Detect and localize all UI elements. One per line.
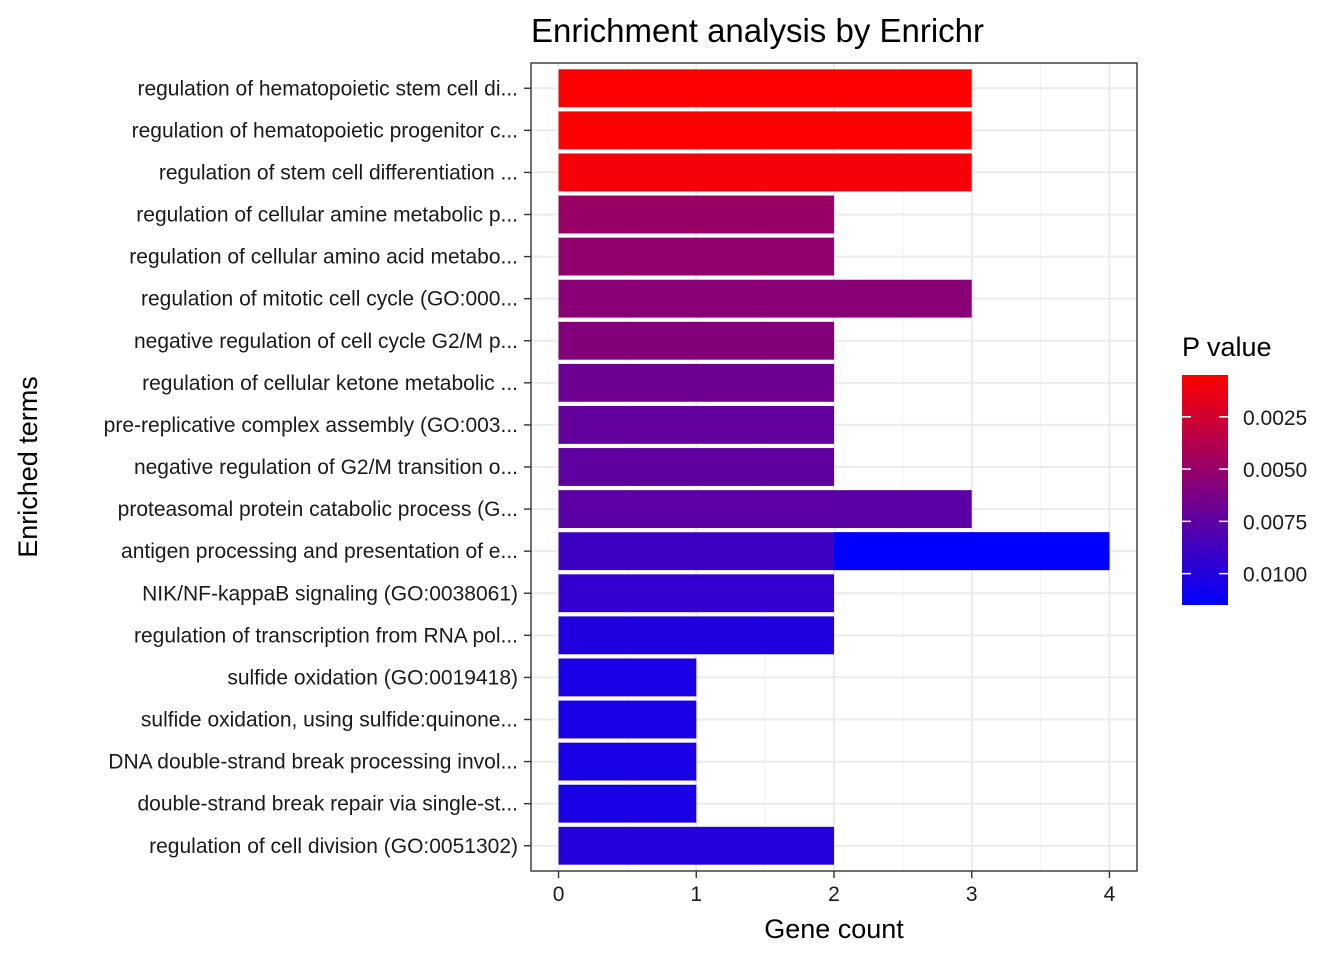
bar <box>558 195 834 234</box>
bars <box>558 69 1110 865</box>
y-tick-label: proteasomal protein catabolic process (G… <box>118 498 518 521</box>
y-tick-label: pre-replicative complex assembly (GO:003… <box>104 414 518 437</box>
bar <box>558 405 834 444</box>
color-legend: P value 0.0025 0.0050 0.0075 0.0100 <box>1182 332 1307 605</box>
y-tick-label: double-strand break repair via single-st… <box>137 793 518 816</box>
y-axis: regulation of hematopoietic stem cell di… <box>104 77 531 858</box>
x-axis-label: Gene count <box>764 914 904 944</box>
y-tick-label: antigen processing and presentation of e… <box>121 540 518 563</box>
bar <box>558 826 834 865</box>
colorbar <box>1182 375 1228 605</box>
x-axis: 0 1 2 3 4 <box>553 871 1116 906</box>
bar <box>558 448 834 486</box>
bar <box>558 111 972 150</box>
bar-segment <box>834 532 1110 571</box>
y-tick-label: DNA double-strand break processing invol… <box>108 751 518 774</box>
y-tick-label: regulation of mitotic cell cycle (GO:000… <box>141 288 518 311</box>
bar <box>558 742 697 781</box>
bar <box>558 153 972 192</box>
y-tick-label: regulation of hematopoietic progenitor c… <box>132 119 518 142</box>
legend-title: P value <box>1182 332 1272 362</box>
y-tick-label: regulation of transcription from RNA pol… <box>134 624 518 647</box>
y-tick-label: negative regulation of cell cycle G2/M p… <box>134 330 518 353</box>
bar <box>558 321 834 360</box>
y-tick-label: regulation of cellular amino acid metabo… <box>129 246 518 269</box>
y-tick-label: NIK/NF-kappaB signaling (GO:0038061) <box>142 582 518 605</box>
bar <box>558 616 834 655</box>
y-tick-label: regulation of hematopoietic stem cell di… <box>137 77 518 100</box>
bar <box>558 700 697 739</box>
legend-tick-label: 0.0025 <box>1243 407 1307 430</box>
bar <box>558 363 834 402</box>
x-tick-label: 4 <box>1104 883 1116 906</box>
x-tick-label: 3 <box>966 883 978 906</box>
y-tick-label: sulfide oxidation, using sulfide:quinone… <box>141 709 518 732</box>
y-tick-label: regulation of stem cell differentiation … <box>159 161 518 184</box>
legend-tick-label: 0.0100 <box>1243 564 1307 587</box>
x-tick-label: 0 <box>553 883 565 906</box>
y-axis-label: Enriched terms <box>13 376 43 558</box>
bar <box>558 574 834 613</box>
bar <box>558 784 697 823</box>
bar <box>558 279 972 318</box>
x-tick-label: 2 <box>828 883 840 906</box>
bar <box>558 658 697 697</box>
y-tick-label: negative regulation of G2/M transition o… <box>134 456 518 479</box>
bar <box>558 490 972 529</box>
y-tick-label: regulation of cellular amine metabolic p… <box>136 204 518 227</box>
legend-tick-label: 0.0050 <box>1243 459 1307 482</box>
legend-tick-label: 0.0075 <box>1243 511 1307 534</box>
y-tick-label: regulation of cell division (GO:0051302) <box>149 835 518 858</box>
bar <box>558 69 972 108</box>
bar <box>558 237 834 276</box>
x-tick-label: 1 <box>690 883 702 906</box>
y-tick-label: sulfide oxidation (GO:0019418) <box>227 666 518 689</box>
y-tick-label: regulation of cellular ketone metabolic … <box>142 372 518 395</box>
chart-title: Enrichment analysis by Enrichr <box>531 12 984 49</box>
